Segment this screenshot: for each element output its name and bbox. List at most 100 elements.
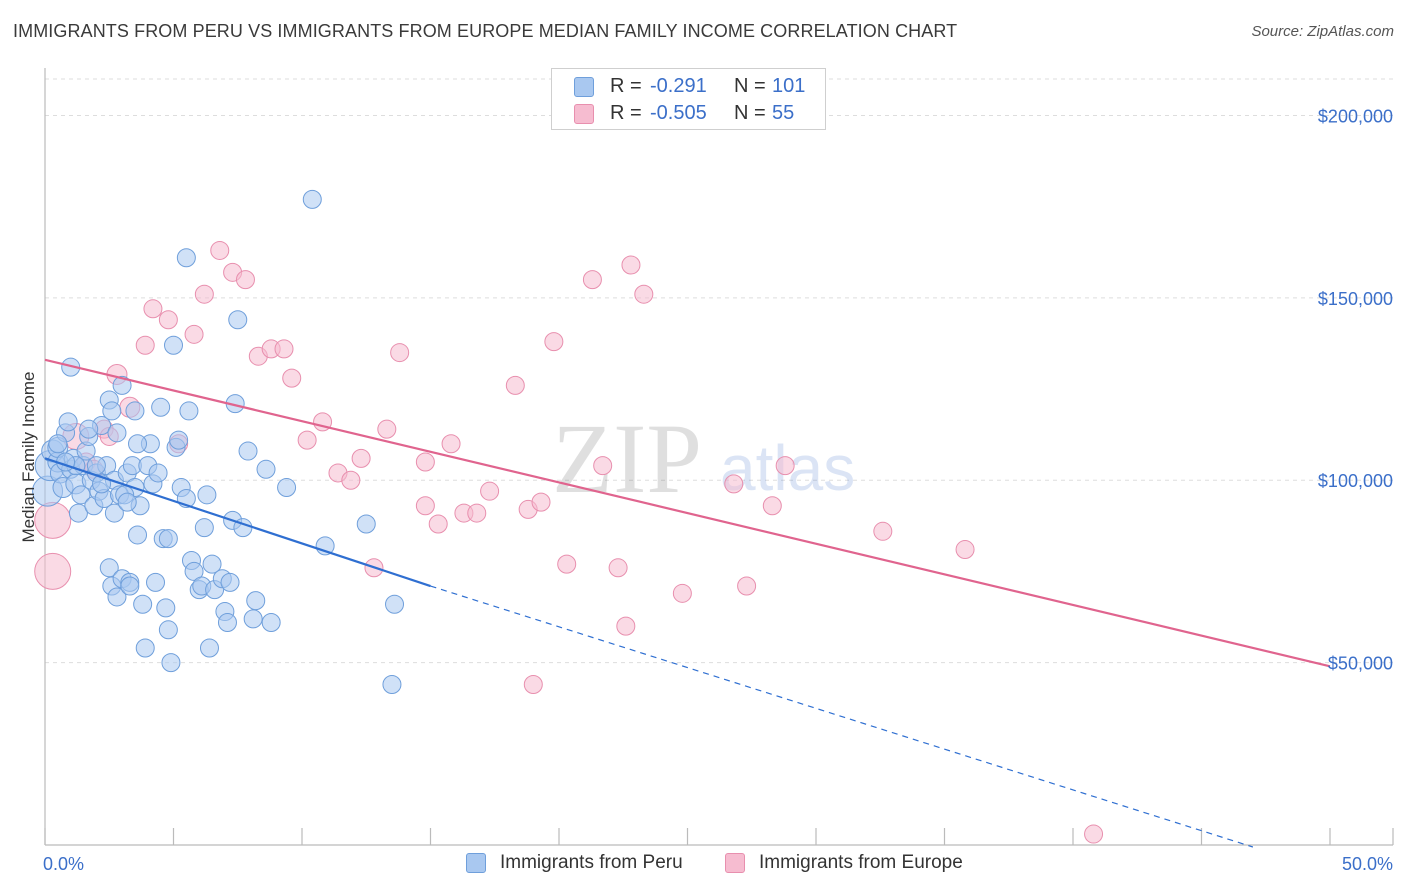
- peru-point-60: [176, 248, 196, 268]
- europe-point-40: [544, 332, 564, 352]
- x-tick-label-max: 50.0%: [1342, 854, 1393, 874]
- x-tick-label-min: 0.0%: [43, 854, 84, 874]
- peru-point-37: [125, 401, 145, 421]
- europe-point-43: [593, 456, 613, 476]
- peru-point-47: [146, 572, 166, 592]
- peru-point-48: [148, 463, 168, 483]
- europe-point-30: [415, 496, 435, 516]
- europe-legend-swatch-icon: [725, 853, 745, 873]
- europe-r-value: -0.505: [650, 102, 707, 124]
- peru-legend-label: Immigrants from Peru: [500, 852, 683, 873]
- europe-point-13: [184, 324, 204, 344]
- europe-point-15: [210, 240, 230, 260]
- watermark-zip: ZIP: [552, 403, 702, 514]
- europe-point-41: [557, 554, 577, 574]
- peru-point-84: [277, 478, 297, 498]
- europe-point-9: [135, 335, 155, 355]
- peru-point-80: [243, 609, 263, 629]
- peru-point-82: [256, 459, 276, 479]
- peru-r-label: R =: [610, 75, 642, 97]
- europe-point-28: [377, 419, 397, 439]
- peru-point-57: [169, 430, 189, 450]
- peru-point-32: [107, 587, 127, 607]
- peru-trend-extension: [430, 585, 1254, 848]
- peru-point-98: [79, 419, 99, 439]
- europe-point-53: [873, 521, 893, 541]
- stats-legend: R = -0.291 N = 101 R = -0.505 N = 55: [551, 68, 826, 130]
- europe-point-22: [297, 430, 317, 450]
- europe-point-39: [531, 492, 551, 512]
- peru-point-40: [128, 525, 148, 545]
- peru-point-97: [117, 492, 137, 512]
- peru-point-54: [161, 653, 181, 673]
- europe-point-55: [1084, 824, 1104, 844]
- europe-point-37: [505, 375, 525, 395]
- peru-point-12: [68, 503, 88, 523]
- peru-point-31: [104, 503, 124, 523]
- y-tick-label-2: $150,000: [1318, 289, 1393, 309]
- europe-point-36: [480, 481, 500, 501]
- peru-point-81: [246, 591, 266, 611]
- europe-swatch-icon: [574, 104, 594, 124]
- peru-point-92: [86, 456, 106, 476]
- peru-point-30: [102, 401, 122, 421]
- series-peru-points: [32, 189, 405, 695]
- peru-point-85: [302, 189, 322, 209]
- peru-n-label: N =: [734, 75, 766, 97]
- tick-labels: $50,000 $100,000 $150,000 $200,000: [1318, 106, 1393, 673]
- europe-n-label: N =: [734, 102, 766, 124]
- europe-point-14: [194, 284, 214, 304]
- peru-point-8: [58, 412, 78, 432]
- peru-point-87: [356, 514, 376, 534]
- europe-point-42: [582, 270, 602, 290]
- peru-point-83: [261, 612, 281, 632]
- peru-point-13: [71, 485, 91, 505]
- trend-lines: [44, 358, 1331, 848]
- peru-point-74: [220, 572, 240, 592]
- europe-point-1: [34, 552, 72, 590]
- grid-lines: [45, 78, 1393, 664]
- peru-point-51: [156, 598, 176, 618]
- europe-point-50: [737, 576, 757, 596]
- peru-point-36: [120, 576, 140, 596]
- peru-point-79: [238, 441, 258, 461]
- peru-point-96: [112, 375, 132, 395]
- peru-point-52: [158, 620, 178, 640]
- peru-point-69: [202, 554, 222, 574]
- peru-point-28: [107, 423, 127, 443]
- peru-point-25: [99, 558, 119, 578]
- europe-legend-label: Immigrants from Europe: [759, 852, 963, 873]
- peru-point-67: [197, 485, 217, 505]
- y-axis-title: Median Family Income: [19, 371, 38, 542]
- series-europe-points: [34, 240, 1104, 844]
- europe-r-label: R =: [610, 102, 642, 124]
- peru-point-100: [128, 434, 148, 454]
- europe-point-17: [235, 270, 255, 290]
- europe-point-44: [608, 558, 628, 578]
- peru-point-90: [48, 434, 68, 454]
- peru-point-42: [133, 594, 153, 614]
- peru-point-49: [151, 397, 171, 417]
- europe-point-49: [724, 474, 744, 494]
- europe-point-35: [467, 503, 487, 523]
- europe-point-26: [351, 448, 371, 468]
- europe-point-46: [621, 255, 641, 275]
- europe-point-45: [616, 616, 636, 636]
- peru-legend-swatch-icon: [466, 853, 486, 873]
- europe-point-32: [428, 514, 448, 534]
- peru-r-value: -0.291: [650, 75, 707, 97]
- europe-point-0: [34, 501, 72, 539]
- y-tick-label-3: $200,000: [1318, 106, 1393, 126]
- europe-point-33: [441, 434, 461, 454]
- europe-trend-line: [44, 358, 1331, 668]
- europe-point-31: [415, 452, 435, 472]
- peru-point-43: [135, 638, 155, 658]
- peru-point-55: [164, 335, 183, 355]
- chart-title: IMMIGRANTS FROM PERU VS IMMIGRANTS FROM …: [13, 21, 958, 41]
- y-tick-label-0: $50,000: [1328, 654, 1393, 674]
- europe-point-54: [955, 540, 975, 560]
- peru-n-value: 101: [772, 75, 806, 97]
- europe-point-48: [672, 583, 692, 603]
- europe-point-51: [762, 496, 782, 516]
